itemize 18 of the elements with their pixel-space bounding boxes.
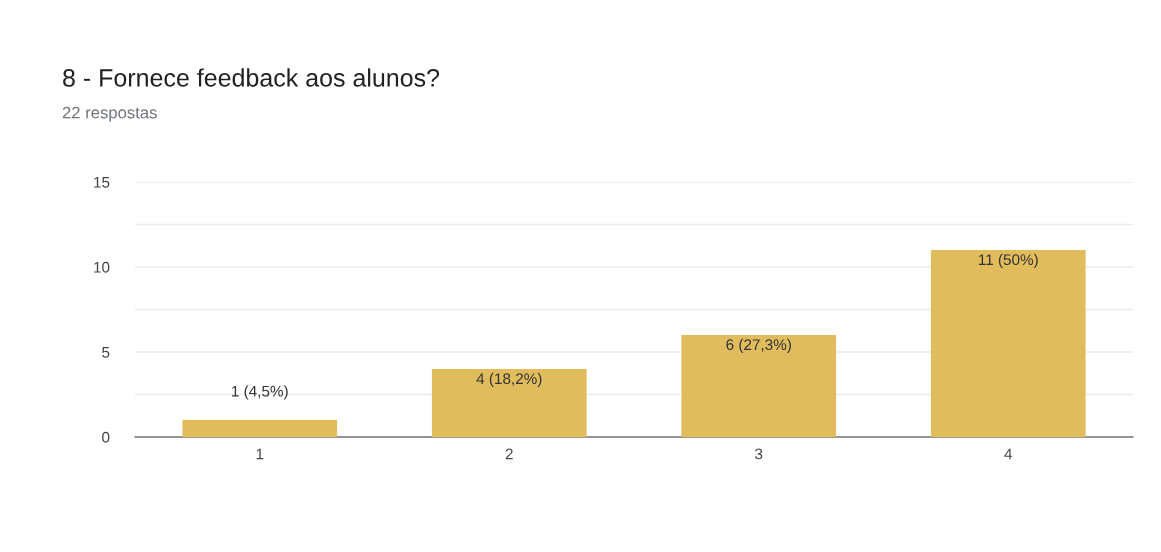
bar	[431, 369, 587, 437]
data-label: 4 (18,2%)	[476, 372, 542, 388]
bar	[930, 250, 1086, 437]
y-tick-label: 0	[102, 431, 110, 443]
x-tick-label: 2	[505, 448, 513, 460]
bar	[182, 420, 338, 437]
chart-title: 8 - Fornece feedback aos alunos?	[63, 68, 440, 87]
y-tick-label: 15	[94, 177, 110, 188]
bar	[681, 335, 837, 437]
data-label: 11 (50%)	[978, 253, 1038, 269]
y-tick-label: 10	[94, 261, 110, 273]
data-label: 1 (4,5%)	[232, 385, 288, 400]
data-label: 6 (27,3%)	[726, 338, 791, 354]
chart-subtitle: 22 respostas	[62, 106, 157, 122]
y-tick-label: 5	[102, 347, 110, 358]
x-tick-label: 3	[755, 448, 763, 460]
x-tick-label: 4	[1004, 448, 1013, 460]
x-tick-label: 1	[256, 448, 264, 460]
